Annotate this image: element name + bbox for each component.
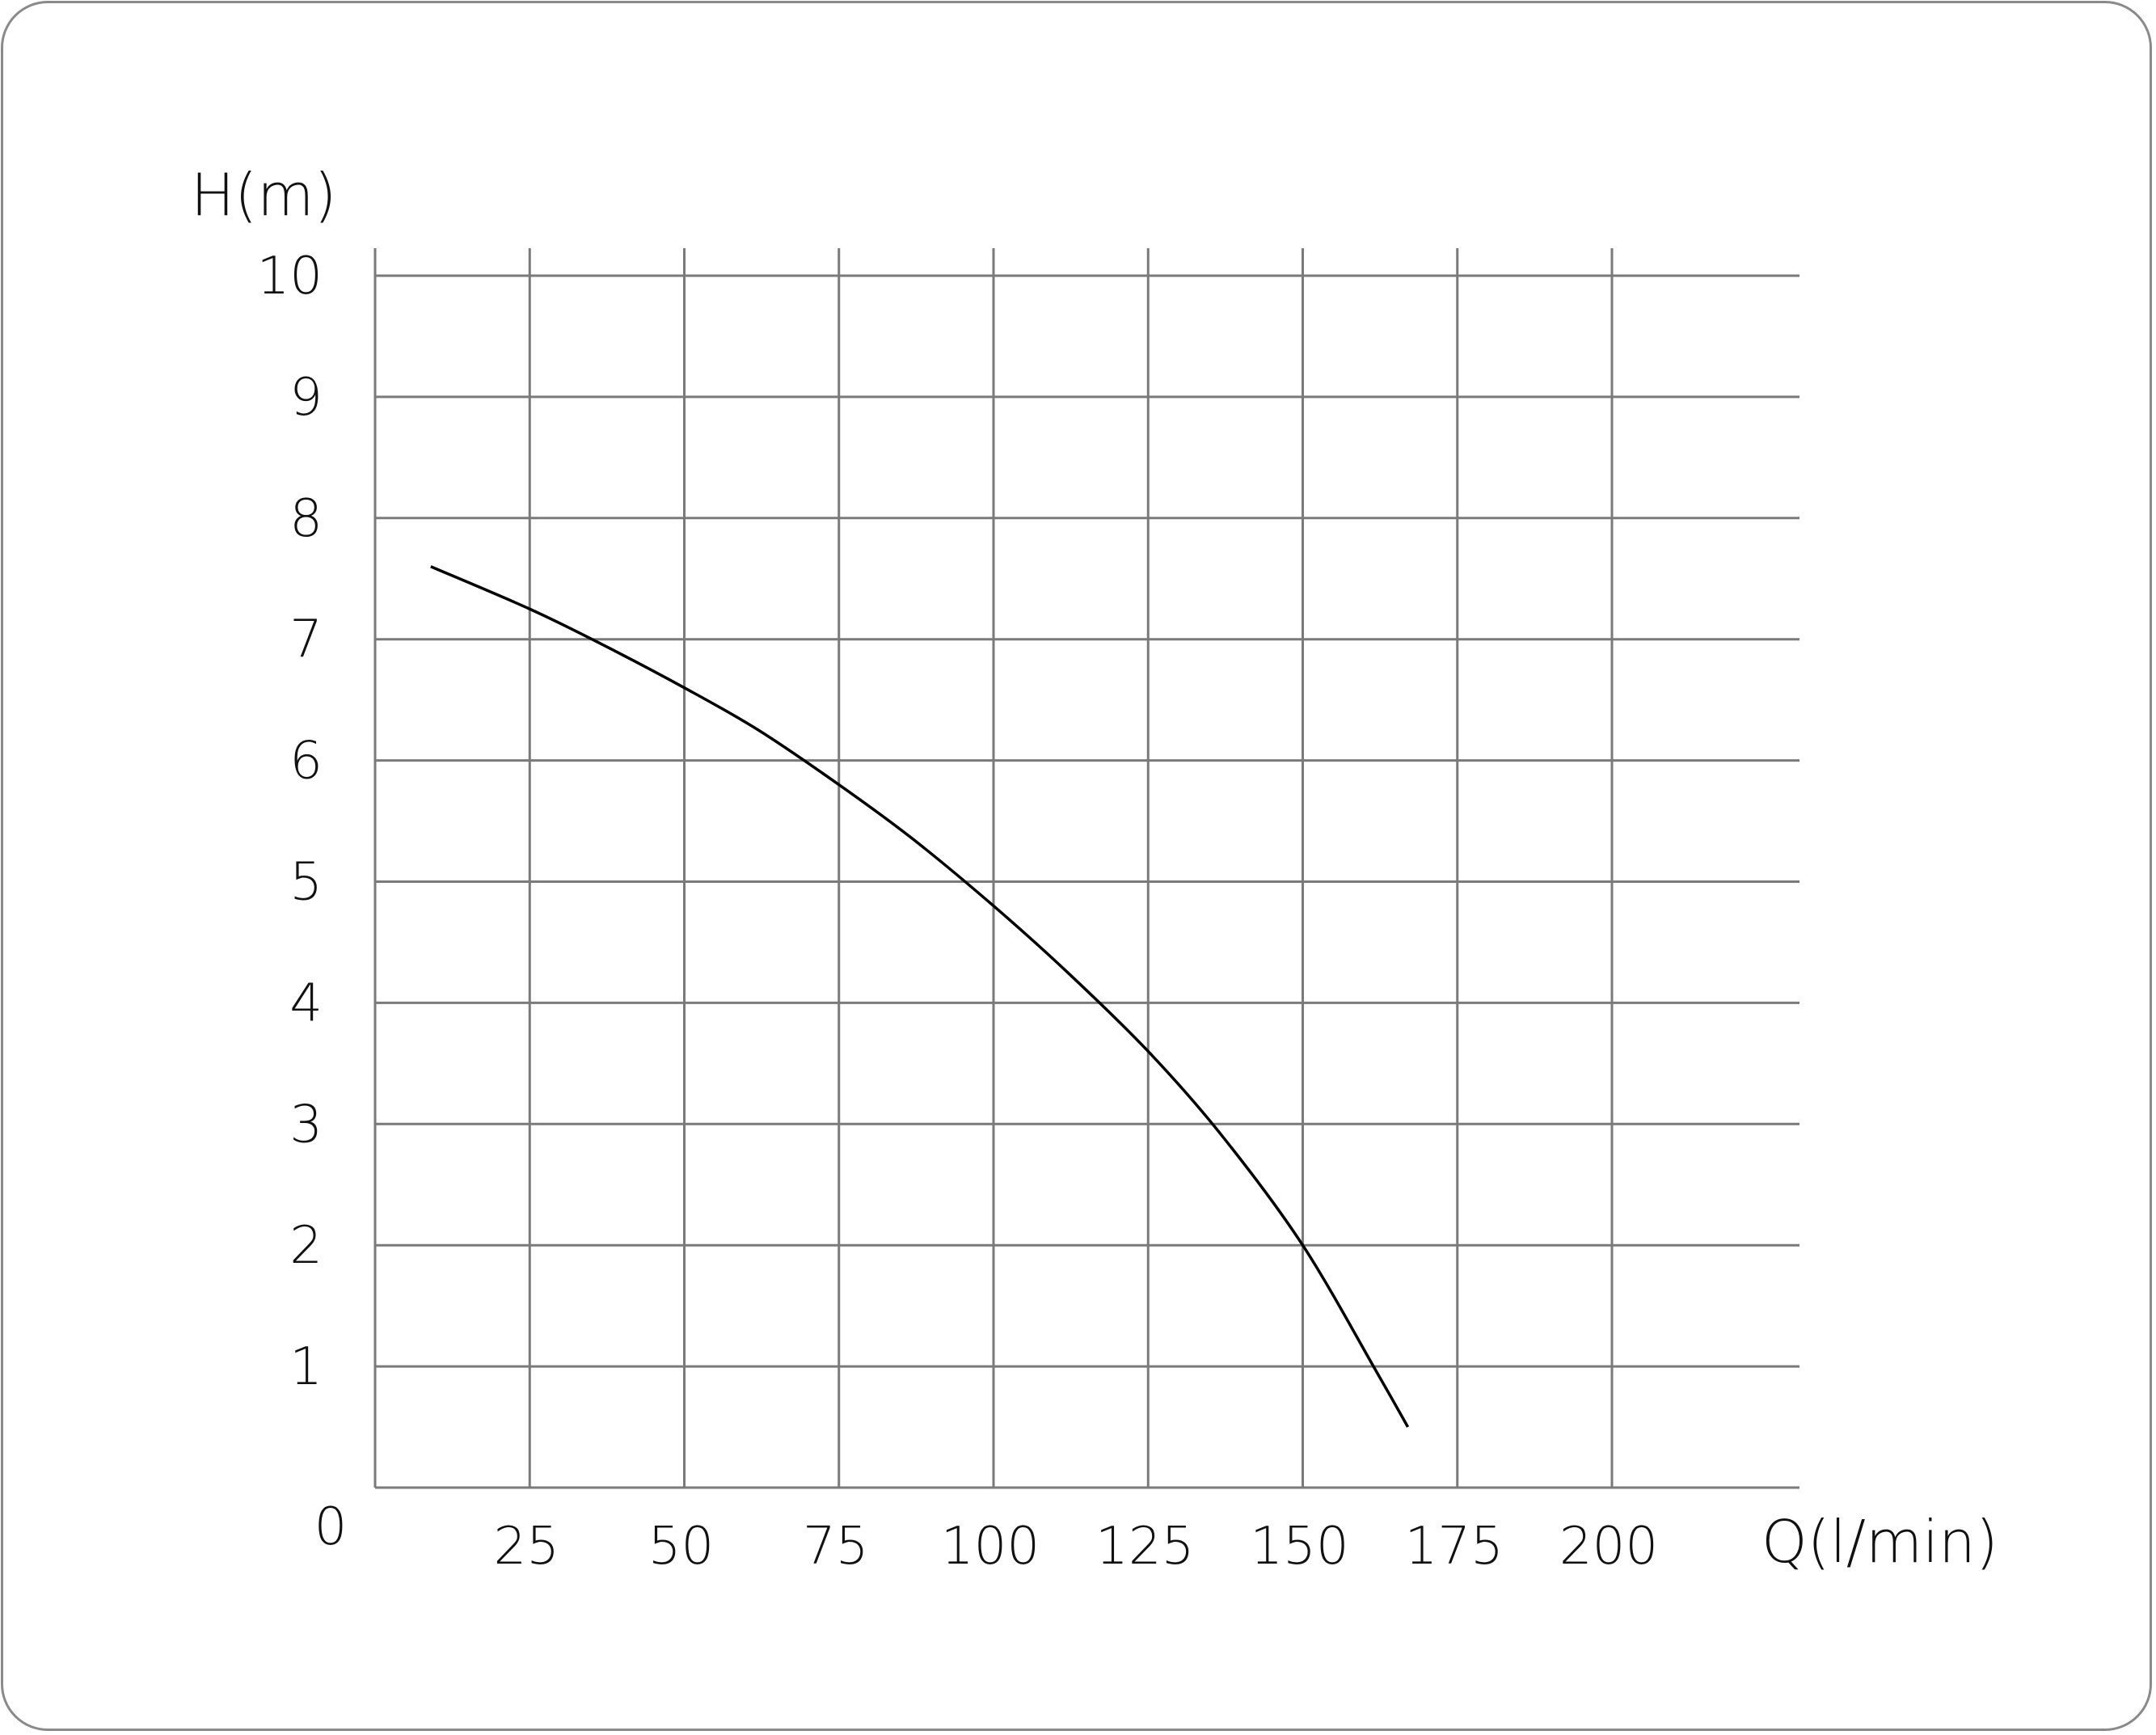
x-tick-label: 50 [648, 1517, 714, 1577]
x-tick-label: 75 [803, 1517, 868, 1577]
y-tick-label: 5 [289, 853, 323, 913]
x-tick-label: 25 [494, 1517, 559, 1577]
y-tick-label: 4 [289, 973, 323, 1033]
origin-label: 0 [314, 1497, 348, 1557]
x-tick-label: 150 [1250, 1517, 1348, 1577]
grid [375, 248, 1799, 1488]
y-tick-label: 8 [289, 489, 323, 549]
y-tick-label: 1 [289, 1337, 323, 1397]
x-tick-label: 200 [1559, 1517, 1658, 1577]
head-flow-curve [430, 565, 1410, 1428]
series-layer [430, 565, 1410, 1428]
chart: 1 2 3 4 5 6 7 8 9 10 25 50 75 100 125 150 175 200 H(m) Q(… [191, 161, 1998, 1577]
y-tick-label: 7 [289, 610, 323, 670]
x-tick-label: 175 [1405, 1517, 1504, 1577]
y-tick-label: 9 [289, 368, 323, 428]
y-tick-label: 6 [289, 732, 323, 792]
axes [373, 248, 1799, 1489]
x-tick-label: 100 [941, 1517, 1040, 1577]
y-axis-label: H(m) [191, 161, 336, 229]
y-tick-label: 3 [289, 1095, 323, 1155]
x-axis-label: Q(l/min) [1762, 1508, 1998, 1576]
tick-labels: 1 2 3 4 5 6 7 8 9 10 25 50 75 100 125 150 175 200 [257, 247, 1659, 1577]
y-tick-label: 2 [289, 1216, 323, 1276]
y-tick-label: 10 [257, 247, 323, 306]
x-tick-label: 125 [1095, 1517, 1194, 1577]
